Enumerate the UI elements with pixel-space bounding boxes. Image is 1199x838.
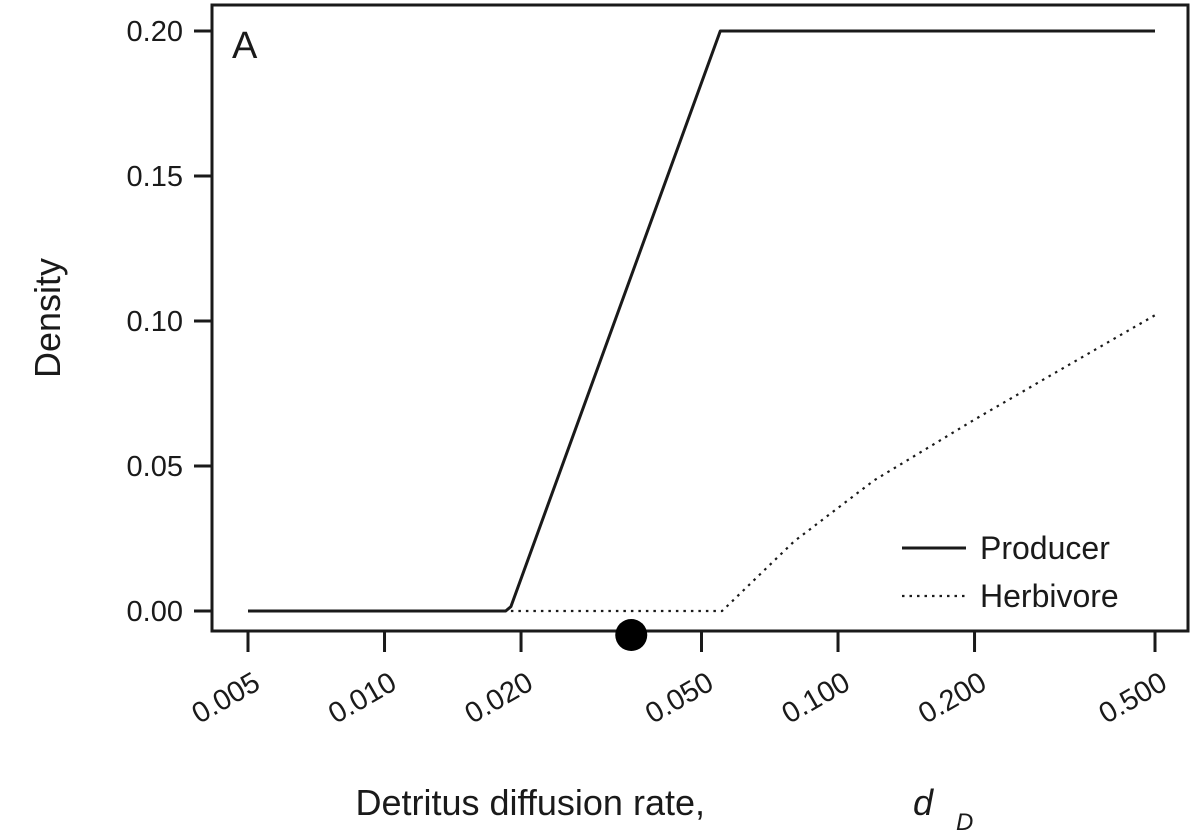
x-tick-label: 0.010 [323, 666, 402, 730]
y-tick-label: 0.00 [127, 596, 183, 628]
y-axis-title: Density [27, 258, 68, 378]
y-tick-label: 0.20 [127, 16, 183, 48]
y-tick-label: 0.15 [127, 161, 183, 193]
legend-label-herbivore: Herbivore [980, 578, 1119, 614]
y-tick-label: 0.05 [127, 451, 183, 483]
legend-label-producer: Producer [980, 530, 1110, 566]
herbivore-line [510, 314, 1156, 613]
x-tick-label: 0.200 [913, 666, 992, 730]
panel-label: A [232, 25, 258, 67]
x-tick-label: 0.050 [640, 666, 719, 730]
x-axis-subscript: D [956, 809, 973, 836]
x-axis-title: Detritus diffusion rate, [355, 782, 705, 823]
legend: Producer Herbivore [902, 530, 1119, 614]
y-axis: 0.00 0.05 0.10 0.15 0.20 [127, 16, 212, 628]
producer-line [248, 29, 1155, 613]
series-layer [248, 29, 1156, 613]
y-tick-label: 0.10 [127, 306, 183, 338]
marker-dot [615, 619, 648, 651]
marker-layer [615, 619, 648, 651]
x-axis-symbol: d [913, 782, 934, 823]
x-tick-label: 0.500 [1094, 666, 1173, 730]
x-tick-label: 0.005 [187, 666, 266, 730]
x-tick-label: 0.100 [777, 666, 856, 730]
x-axis: 0.005 0.010 0.020 0.050 0.100 0.200 0.500 [187, 631, 1173, 730]
x-tick-label: 0.020 [460, 666, 539, 730]
